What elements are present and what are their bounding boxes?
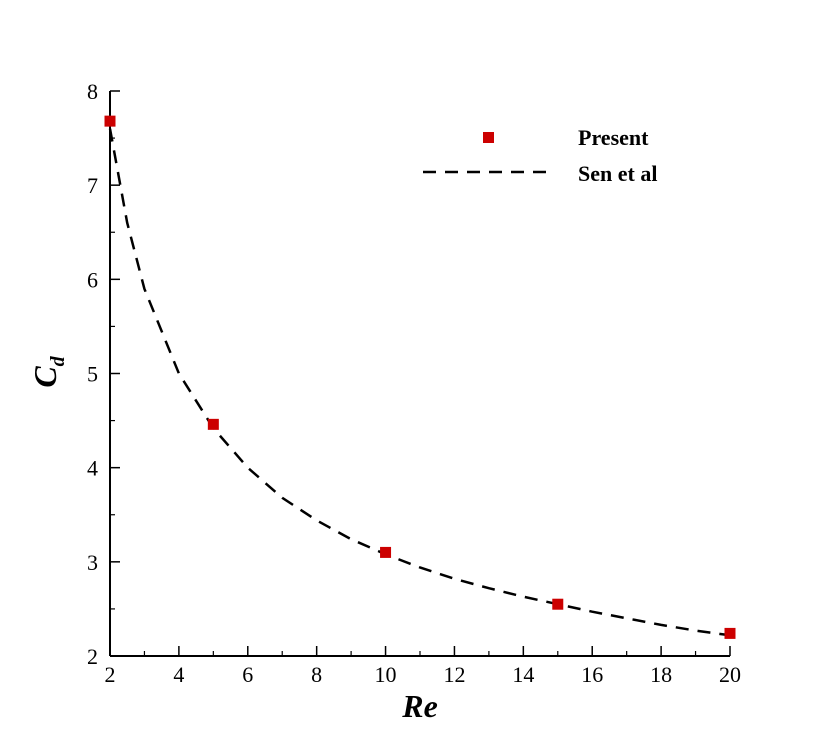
y-tick-label: 2	[87, 644, 98, 669]
x-tick-label: 12	[443, 662, 465, 687]
plot-area	[104, 115, 736, 639]
y-axis-title-sub: d	[47, 355, 69, 366]
ticks: 2 4 6 8 10 12 14 16 18 20 2 3 4 5 6 7 8	[87, 79, 741, 687]
data-point-present	[380, 546, 392, 558]
data-point-present	[724, 627, 736, 639]
x-tick-label: 4	[173, 662, 184, 687]
x-axis-title: Re	[401, 688, 438, 724]
x-tick-label: 16	[581, 662, 603, 687]
series-line-sen-et-al	[108, 128, 731, 637]
y-tick-label: 3	[87, 550, 98, 575]
data-point-present	[552, 598, 564, 610]
x-tick-label: 10	[375, 662, 397, 687]
data-point-present	[104, 115, 116, 127]
legend-marker-present	[483, 132, 494, 143]
svg-text:Cd: Cd	[27, 355, 69, 387]
legend-label-present: Present	[578, 125, 649, 150]
x-tick-label: 20	[719, 662, 741, 687]
x-tick-label: 2	[105, 662, 116, 687]
x-tick-label: 18	[650, 662, 672, 687]
legend-label-sen-et-al: Sen et al	[578, 161, 657, 186]
y-tick-label: 5	[87, 362, 98, 387]
x-tick-label: 6	[242, 662, 253, 687]
y-tick-label: 8	[87, 79, 98, 104]
y-tick-label: 4	[87, 456, 98, 481]
data-point-present	[207, 418, 219, 430]
y-axis-title-main: C	[27, 366, 63, 388]
x-tick-label: 14	[512, 662, 534, 687]
y-tick-label: 6	[87, 267, 98, 292]
x-tick-label: 8	[311, 662, 322, 687]
y-axis-title: Cd	[27, 355, 69, 387]
legend: Present Sen et al	[423, 125, 657, 186]
y-tick-label: 7	[87, 173, 98, 198]
